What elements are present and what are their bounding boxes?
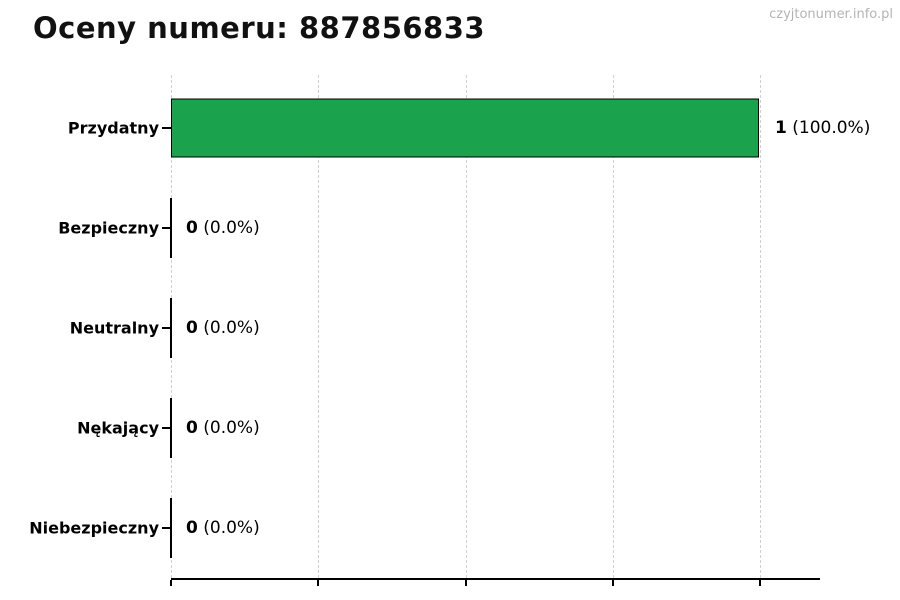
gridline xyxy=(612,75,614,578)
value-number: 0 xyxy=(186,517,198,538)
value-number: 1 xyxy=(775,117,787,138)
value-number: 0 xyxy=(186,217,198,238)
gridline xyxy=(318,75,320,578)
x-axis-line xyxy=(171,578,820,580)
category-label: Niebezpieczny xyxy=(29,518,159,537)
y-axis-tick xyxy=(162,126,171,129)
value-label: 0 (0.0%) xyxy=(186,318,260,338)
y-axis-tick xyxy=(162,426,171,429)
value-label: 0 (0.0%) xyxy=(186,518,260,538)
value-number: 0 xyxy=(186,417,198,438)
value-label: 1 (100.0%) xyxy=(775,118,870,138)
value-number: 0 xyxy=(186,317,198,338)
zero-value-bar xyxy=(170,197,172,258)
watermark: czyjtonumer.info.pl xyxy=(769,7,893,22)
y-axis-tick xyxy=(162,226,171,229)
bar xyxy=(171,98,759,157)
value-percent: (0.0%) xyxy=(203,517,260,538)
x-axis-tick xyxy=(317,580,320,586)
x-axis-tick xyxy=(759,580,761,586)
gridline xyxy=(760,75,761,578)
x-axis-tick xyxy=(170,580,172,586)
zero-value-bar xyxy=(170,297,172,358)
gridline xyxy=(465,75,467,578)
value-percent: (0.0%) xyxy=(203,417,260,438)
value-percent: (0.0%) xyxy=(203,217,260,238)
value-label: 0 (0.0%) xyxy=(186,418,260,438)
category-label: Nękający xyxy=(77,418,159,437)
y-axis-tick xyxy=(162,326,171,329)
zero-value-bar xyxy=(170,397,172,458)
category-label: Bezpieczny xyxy=(58,218,159,237)
x-axis-tick xyxy=(611,580,614,586)
value-percent: (100.0%) xyxy=(792,117,871,138)
zero-value-bar xyxy=(170,497,172,558)
y-axis-tick xyxy=(162,526,171,529)
page-title: Oceny numeru: 887856833 xyxy=(33,11,486,45)
value-percent: (0.0%) xyxy=(203,317,260,338)
x-axis-tick xyxy=(464,580,467,586)
category-label: Przydatny xyxy=(67,118,159,137)
category-label: Neutralny xyxy=(69,318,159,337)
value-label: 0 (0.0%) xyxy=(186,218,260,238)
